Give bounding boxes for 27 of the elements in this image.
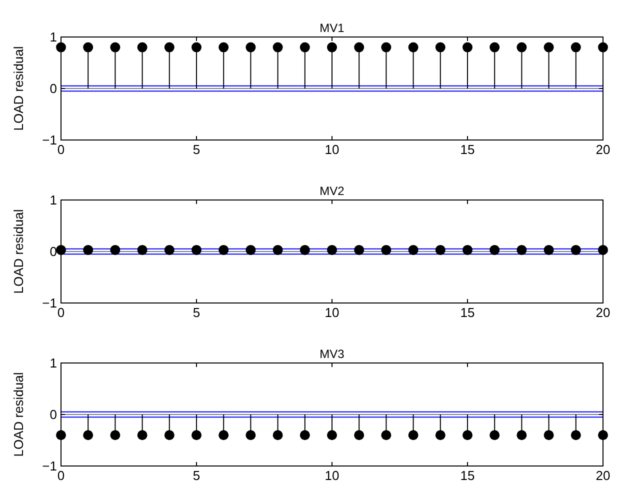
- chart-title: MV3: [320, 347, 345, 361]
- x-tick-label: 10: [324, 305, 340, 320]
- x-tick-label: 10: [324, 468, 340, 483]
- y-tick-label: 0: [50, 81, 57, 96]
- x-tick-label: 15: [460, 468, 475, 483]
- y-axis-title: LOAD residual: [11, 372, 26, 457]
- x-tick-label: 5: [192, 142, 200, 157]
- y-tick-label: −1: [42, 458, 57, 474]
- x-tick-label: 20: [596, 142, 610, 157]
- y-tick-label: 1: [50, 192, 57, 208]
- y-tick-label: 0: [50, 244, 57, 260]
- x-tick-label: 15: [460, 142, 475, 157]
- chart-title: MV1: [320, 21, 345, 35]
- chart-title: MV2: [320, 184, 345, 198]
- y-tick-label: 1: [50, 30, 57, 45]
- x-tick-label: 20: [596, 468, 610, 483]
- y-axis-title: LOAD residual: [11, 209, 26, 294]
- y-axis-title: LOAD residual: [11, 46, 26, 131]
- x-tick-label: 5: [192, 305, 200, 320]
- y-tick-label: 1: [50, 356, 57, 371]
- x-tick-label: 15: [460, 305, 475, 320]
- y-tick-label: −1: [42, 296, 57, 311]
- y-tick-label: 0: [50, 407, 57, 422]
- x-tick-label: 5: [192, 468, 200, 483]
- y-tick-label: −1: [42, 132, 57, 148]
- x-tick-label: 20: [596, 305, 610, 320]
- x-tick-label: 10: [324, 142, 340, 157]
